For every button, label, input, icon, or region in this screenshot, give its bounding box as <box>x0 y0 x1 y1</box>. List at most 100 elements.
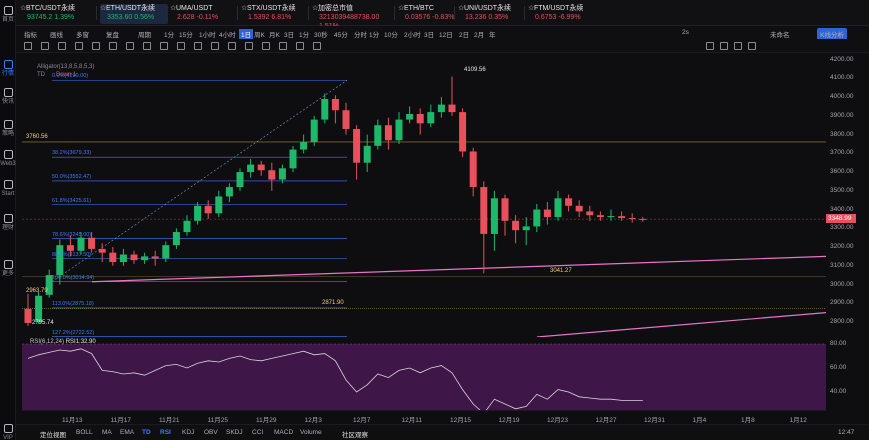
timeframe-7[interactable]: 3日 <box>284 32 295 39</box>
lock-icon[interactable] <box>262 42 270 50</box>
ray-icon[interactable] <box>92 42 100 50</box>
rail-item-finance[interactable]: 理财 <box>0 214 16 232</box>
candle-body[interactable] <box>607 216 615 218</box>
candle-body[interactable] <box>406 113 414 120</box>
ticker-tab[interactable]: ☆ETH/USDT永续 3353.60 0.56% <box>100 4 168 24</box>
candle-body[interactable] <box>310 119 318 143</box>
candle-body[interactable] <box>204 205 212 214</box>
layout-name[interactable]: 未命名 <box>770 32 790 39</box>
rail-item-more[interactable]: 更多 <box>0 260 16 278</box>
candle-body[interactable] <box>628 217 636 219</box>
candlestick-chart[interactable] <box>22 54 826 337</box>
favorite-star-icon[interactable]: ☆ <box>100 5 107 12</box>
ticker-tab[interactable]: ☆FTM/USDT永续 0.6753 -6.99% <box>528 4 592 24</box>
candle-body[interactable] <box>45 275 53 295</box>
brush-icon[interactable] <box>160 42 168 50</box>
candle-body[interactable] <box>194 205 202 221</box>
indicator-toggle-ma[interactable]: MA <box>102 429 112 436</box>
rail-item-web3[interactable]: Web3 <box>0 150 16 168</box>
rail-item-strategy[interactable]: 策略 <box>0 120 16 138</box>
candle-body[interactable] <box>225 187 233 197</box>
pattern-icon[interactable] <box>194 42 202 50</box>
candle-body[interactable] <box>321 98 329 120</box>
favorite-star-icon[interactable]: ☆ <box>20 5 27 12</box>
timeframe-3[interactable]: 4小时 <box>219 32 236 39</box>
fib-retracement[interactable] <box>51 79 348 337</box>
rail-item-news[interactable]: 快讯 <box>0 88 16 106</box>
community-button[interactable]: 社区观察 <box>342 432 368 439</box>
candle-body[interactable] <box>162 245 170 259</box>
refresh-mode[interactable]: 2s <box>682 29 689 36</box>
ticker-tab[interactable]: ☆UMA/USDT 2.628 -0.11% <box>170 4 234 24</box>
candle-body[interactable] <box>480 187 488 234</box>
candle-body[interactable] <box>172 232 180 246</box>
magnet-icon[interactable] <box>245 42 253 50</box>
period-button[interactable]: 周期 <box>138 32 151 39</box>
multi-window-button[interactable]: 多窗 <box>76 32 89 39</box>
candle-body[interactable] <box>639 218 647 220</box>
candle-body[interactable] <box>66 245 74 251</box>
candle-body[interactable] <box>278 168 286 180</box>
rsi-legend[interactable]: RSI(6,12,24) RSI1:32.90 <box>30 339 96 345</box>
indicator-toggle-cci[interactable]: CCI <box>252 429 264 436</box>
indicator-toggle-boll[interactable]: BOLL <box>76 429 93 436</box>
kline-analysis-button[interactable]: K线分析 <box>817 28 847 40</box>
candle-body[interactable] <box>437 104 445 113</box>
eye-icon[interactable] <box>279 42 287 50</box>
candle-body[interactable] <box>300 142 308 150</box>
timeframe-18[interactable]: 2月 <box>474 32 485 39</box>
candle-body[interactable] <box>353 128 361 163</box>
candle-body[interactable] <box>522 226 530 231</box>
candle-body[interactable] <box>56 245 64 276</box>
timeframe-13[interactable]: 10分 <box>384 32 398 39</box>
candle-body[interactable] <box>88 237 96 249</box>
candle-body[interactable] <box>289 149 297 169</box>
candle-body[interactable] <box>109 252 117 263</box>
candle-body[interactable] <box>554 198 562 218</box>
timeframe-1[interactable]: 15分 <box>179 32 193 39</box>
timeframe-2[interactable]: 1小时 <box>199 32 216 39</box>
zoom-icon[interactable] <box>228 42 236 50</box>
indicator-toggle-obv[interactable]: OBV <box>204 429 218 436</box>
candle-body[interactable] <box>151 256 159 259</box>
candle-body[interactable] <box>512 220 520 231</box>
timeframe-6[interactable]: 月K <box>269 32 280 39</box>
timeframe-10[interactable]: 45分 <box>334 32 348 39</box>
indicator-toggle-td[interactable]: TD <box>142 429 151 436</box>
favorite-star-icon[interactable]: ☆ <box>170 5 177 12</box>
indicator-toggle-ema[interactable]: EMA <box>120 429 135 436</box>
rail-item-start[interactable]: Start <box>0 180 16 198</box>
layout-icon[interactable] <box>748 42 756 50</box>
candle-body[interactable] <box>490 198 498 234</box>
timeframe-14[interactable]: 2小时 <box>404 32 421 39</box>
candle-body[interactable] <box>130 254 138 261</box>
rsi-panel[interactable] <box>22 338 826 410</box>
indicator-legend-2[interactable]: TD <box>37 72 45 78</box>
trendline-1[interactable] <box>91 255 826 283</box>
indicator-toggle-macd[interactable]: MACD <box>274 429 294 436</box>
cursor-icon[interactable] <box>24 42 32 50</box>
candle-body[interactable] <box>141 256 149 261</box>
candle-body[interactable] <box>24 308 32 323</box>
candle-body[interactable] <box>448 104 456 113</box>
candle-body[interactable] <box>35 295 43 323</box>
candle-body[interactable] <box>215 196 223 214</box>
indicator-toggle-volume[interactable]: Volume <box>300 429 322 436</box>
candle-body[interactable] <box>469 151 477 188</box>
candle-body[interactable] <box>533 209 541 227</box>
ticker-tab[interactable]: ☆UNI/USDT永续 13.236 0.35% <box>458 4 522 24</box>
candle-body[interactable] <box>247 164 255 173</box>
candle-body[interactable] <box>459 112 467 152</box>
ticker-tab[interactable]: ☆ETH/BTC 0.03576 -0.83% <box>398 4 462 24</box>
candle-body[interactable] <box>565 198 573 206</box>
candle-body[interactable] <box>618 216 626 218</box>
timeframe-0[interactable]: 1分 <box>164 32 175 39</box>
timeframe-8[interactable]: 1分 <box>299 32 310 39</box>
timeframe-12[interactable]: 1分 <box>369 32 380 39</box>
candle-body[interactable] <box>77 237 85 251</box>
indicator-toggle-skdj[interactable]: SKDJ <box>226 429 243 436</box>
trash-icon[interactable] <box>296 42 304 50</box>
timeframe-4[interactable]: 1日 <box>239 29 254 39</box>
candle-body[interactable] <box>183 220 191 233</box>
